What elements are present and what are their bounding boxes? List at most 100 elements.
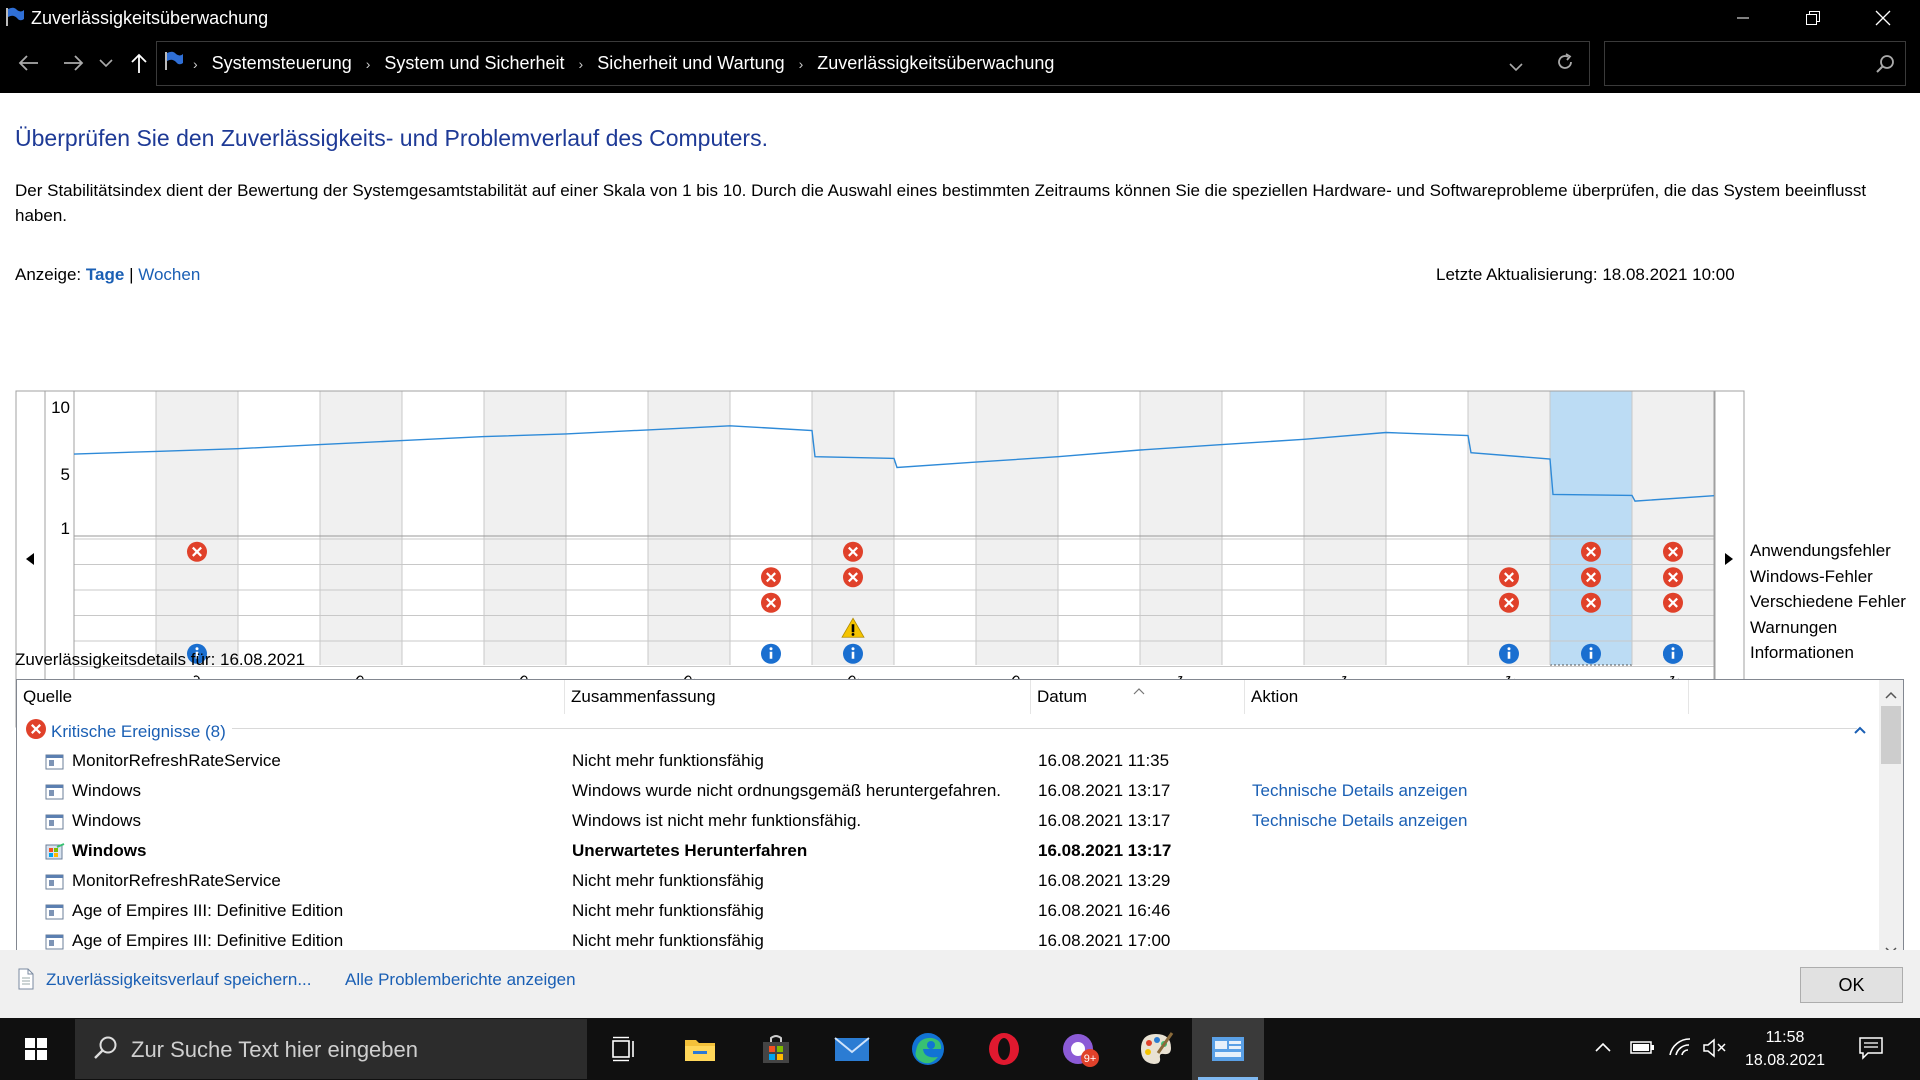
show-hidden-icons-icon[interactable] — [1594, 1040, 1612, 1058]
chart-day-column[interactable] — [566, 391, 648, 665]
column-header-source[interactable]: Quelle — [17, 680, 565, 714]
view-days-link[interactable]: Tage — [85, 265, 125, 284]
view-weeks-link[interactable]: Wochen — [138, 265, 201, 284]
table-row[interactable]: MonitorRefreshRateService Nicht mehr funk… — [17, 747, 1877, 777]
chart-day-column[interactable] — [156, 391, 238, 665]
volume-muted-icon[interactable] — [1702, 1038, 1728, 1063]
chart-day-column[interactable] — [1632, 391, 1714, 665]
selected-day-highlight[interactable] — [1549, 390, 1633, 666]
table-row[interactable]: Windows Unerwartetes Herunterfahren 16.08.… — [17, 837, 1877, 867]
table-row[interactable]: Age of Empires III: Definitive Edition Ni… — [17, 897, 1877, 927]
details-label: Zuverlässigkeitsdetails für: 16.08.2021 — [15, 650, 306, 669]
taskbar-app-paint[interactable] — [1120, 1018, 1192, 1080]
triangle-right-icon — [1725, 553, 1733, 565]
taskbar-app-edge[interactable] — [892, 1018, 964, 1080]
table-row[interactable]: Windows Windows ist nicht mehr funktionsf… — [17, 807, 1877, 837]
breadcrumb-item[interactable]: Sicherheit und Wartung — [597, 53, 785, 73]
taskbar-app-mail[interactable] — [816, 1018, 888, 1080]
row-date: 16.08.2021 13:17 — [1038, 811, 1171, 830]
forward-button[interactable] — [58, 43, 88, 83]
chart-scroll-left-button[interactable] — [26, 553, 34, 565]
chart-day-column[interactable] — [1140, 391, 1222, 665]
breadcrumb-item[interactable]: Zuverlässigkeitsüberwachung — [817, 53, 1055, 73]
ok-button[interactable]: OK — [1800, 967, 1903, 1003]
wifi-icon[interactable] — [1668, 1036, 1692, 1063]
collapse-group-icon[interactable] — [1853, 722, 1867, 740]
minimize-button[interactable] — [1708, 0, 1778, 35]
error-event-icon[interactable] — [841, 540, 865, 563]
error-event-icon[interactable] — [759, 566, 783, 589]
chart-day-column[interactable] — [648, 391, 730, 665]
chart-day-column[interactable] — [238, 391, 320, 665]
taskbar-app-opera[interactable] — [968, 1018, 1040, 1080]
chart-day-column[interactable] — [1304, 391, 1386, 665]
column-header-date[interactable]: Datum — [1031, 680, 1245, 714]
save-history-link[interactable]: Zuverlässigkeitsverlauf speichern... — [46, 970, 312, 989]
chart-day-column[interactable] — [730, 391, 812, 665]
error-event-icon[interactable] — [841, 566, 865, 589]
error-event-icon[interactable] — [1661, 566, 1685, 589]
technical-details-link[interactable]: Technische Details anzeigen — [1252, 811, 1468, 830]
minimize-icon — [1737, 17, 1749, 18]
error-event-icon[interactable] — [1661, 591, 1685, 614]
back-button[interactable] — [14, 43, 44, 83]
error-event-icon[interactable] — [1497, 566, 1521, 589]
taskbar-app-file-explorer[interactable] — [664, 1018, 736, 1080]
up-button[interactable] — [124, 43, 154, 83]
opera-browser-icon — [989, 1033, 1019, 1065]
technical-details-link[interactable]: Technische Details anzeigen — [1252, 781, 1468, 800]
breadcrumb-item[interactable]: System und Sicherheit — [384, 53, 565, 73]
error-event-icon[interactable] — [1579, 566, 1603, 589]
refresh-icon[interactable] — [1555, 52, 1575, 77]
all-problem-reports-link[interactable]: Alle Problemberichte anzeigen — [345, 970, 576, 989]
chart-day-column[interactable] — [976, 391, 1058, 665]
critical-events-group[interactable]: Kritische Ereignisse (8) — [24, 717, 226, 745]
scroll-thumb[interactable] — [1881, 706, 1901, 764]
chart-day-column[interactable] — [74, 391, 156, 665]
chart-day-column[interactable] — [1468, 391, 1550, 665]
error-event-icon[interactable] — [759, 591, 783, 614]
restore-button[interactable] — [1778, 0, 1848, 35]
error-event-icon[interactable] — [1497, 591, 1521, 614]
table-row[interactable]: MonitorRefreshRateService Nicht mehr funk… — [17, 867, 1877, 897]
taskbar-search-input[interactable]: Zur Suche Text hier eingeben — [75, 1019, 587, 1079]
start-button[interactable] — [0, 1018, 72, 1080]
table-row[interactable]: Age of Empires III: Definitive Edition Ni… — [17, 927, 1877, 956]
column-header-summary[interactable]: Zusammenfassung — [565, 680, 1031, 714]
info-event-icon[interactable] — [1581, 643, 1601, 664]
breadcrumb-item[interactable]: Systemsteuerung — [211, 53, 352, 73]
search-input[interactable] — [1604, 41, 1906, 86]
taskbar-app-messenger[interactable]: 9+ — [1044, 1018, 1116, 1080]
table-row[interactable]: Windows Windows wurde nicht ordnungsgemäß… — [17, 777, 1877, 807]
close-button[interactable] — [1848, 0, 1918, 35]
column-header-action[interactable]: Aktion — [1245, 680, 1689, 714]
error-event-icon[interactable] — [1579, 591, 1603, 614]
error-event-icon[interactable] — [1661, 540, 1685, 563]
taskbar-clock[interactable]: 11:58 18.08.2021 — [1740, 1026, 1830, 1072]
chart-day-column[interactable] — [1386, 391, 1468, 665]
chart-day-column[interactable] — [484, 391, 566, 665]
info-event-icon[interactable] — [761, 643, 781, 664]
battery-icon[interactable] — [1630, 1038, 1656, 1061]
chart-day-column[interactable] — [894, 391, 976, 665]
notification-center-icon[interactable] — [1858, 1036, 1884, 1065]
chart-day-column[interactable] — [402, 391, 484, 665]
info-event-icon[interactable] — [1663, 643, 1683, 664]
chart-day-column[interactable] — [320, 391, 402, 665]
address-dropdown-icon[interactable] — [1509, 56, 1523, 77]
taskbar-app-control-panel[interactable] — [1192, 1018, 1264, 1080]
vertical-scrollbar[interactable] — [1879, 680, 1903, 956]
scroll-up-icon[interactable] — [1885, 686, 1897, 704]
chart-scroll-right-button[interactable] — [1725, 553, 1733, 565]
recent-locations-button[interactable] — [95, 43, 117, 83]
info-event-icon[interactable] — [843, 643, 863, 664]
chart-day-column[interactable] — [1058, 391, 1140, 665]
chart-day-column[interactable] — [1222, 391, 1304, 665]
task-view-button[interactable] — [588, 1018, 660, 1080]
info-event-icon[interactable] — [1499, 643, 1519, 664]
error-event-icon[interactable] — [185, 540, 209, 563]
taskbar-app-store[interactable] — [740, 1018, 812, 1080]
row-date: 16.08.2021 13:17 — [1038, 781, 1171, 800]
address-field[interactable]: › Systemsteuerung › System und Sicherhei… — [156, 41, 1590, 86]
error-event-icon[interactable] — [1579, 540, 1603, 563]
